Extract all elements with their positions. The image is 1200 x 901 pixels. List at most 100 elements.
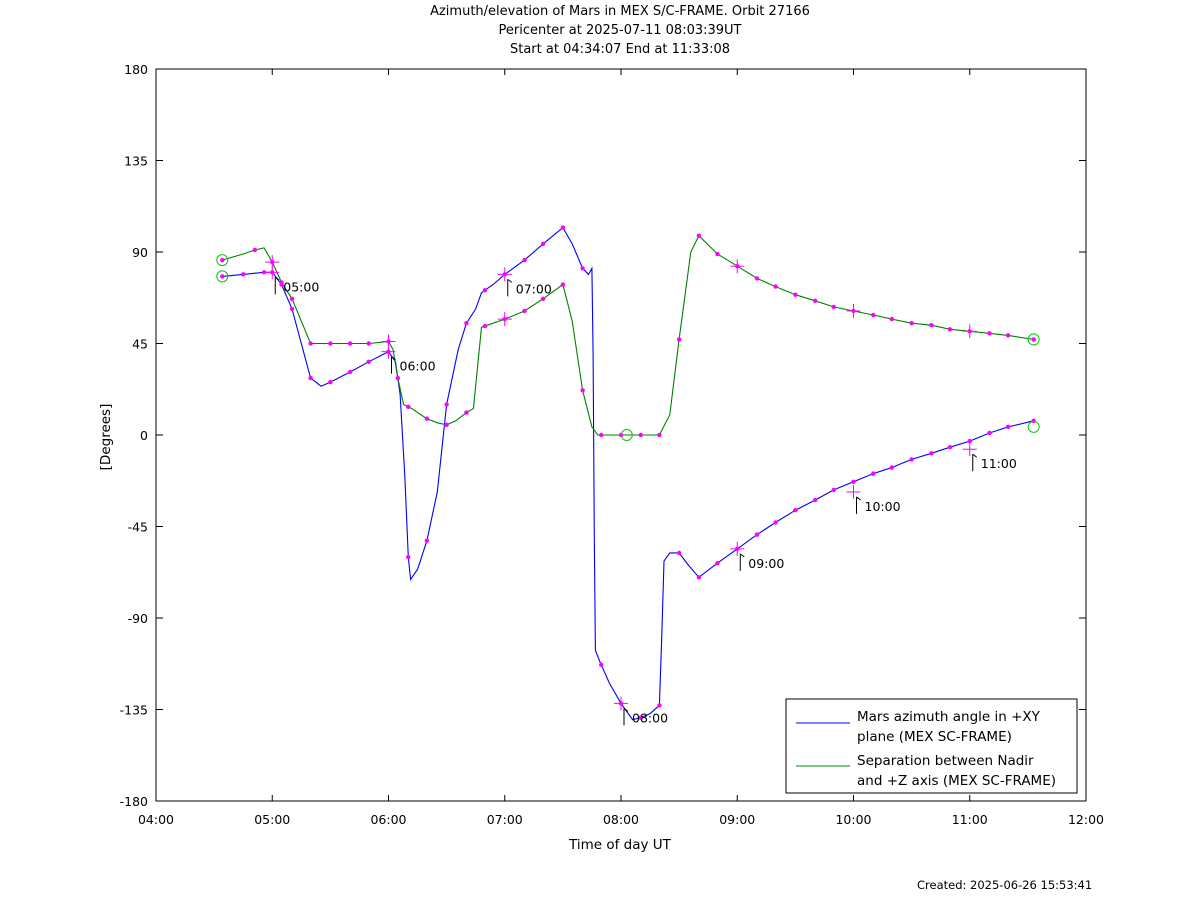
event-circle-marker <box>1027 333 1040 346</box>
data-point-azimuth <box>831 487 836 493</box>
hour-annotation-arrowhead <box>856 496 861 501</box>
data-point-azimuth <box>599 662 604 667</box>
data-point-separation <box>347 341 353 346</box>
data-point-azimuth <box>754 532 760 537</box>
hour-annotation-arrowhead <box>274 276 280 281</box>
data-point-separation <box>328 341 333 346</box>
x-tick-label: 04:00 <box>138 812 174 827</box>
data-point-separation <box>599 432 604 438</box>
data-point-separation <box>220 257 225 263</box>
y-tick-label: -45 <box>128 520 148 535</box>
data-point-separation <box>929 323 934 328</box>
data-point-separation <box>696 233 702 238</box>
data-point-azimuth <box>929 451 934 456</box>
y-tick-label: 135 <box>124 154 148 169</box>
data-point-azimuth <box>560 225 566 230</box>
data-point-azimuth <box>715 560 720 566</box>
data-point-separation <box>793 292 798 297</box>
data-point-azimuth <box>406 554 411 560</box>
data-point-azimuth <box>987 430 992 436</box>
data-point-separation <box>831 304 836 310</box>
data-point-separation <box>580 388 585 393</box>
data-point-azimuth <box>240 272 246 277</box>
event-circle-marker <box>620 429 633 441</box>
hour-annotation-label: 10:00 <box>865 499 901 514</box>
event-circle-marker <box>216 270 229 283</box>
data-point-separation <box>676 337 682 342</box>
hour-annotation-arrowhead <box>739 553 745 558</box>
data-point-separation <box>522 308 527 314</box>
y-axis-label: [Degrees] <box>98 404 114 471</box>
data-point-separation <box>773 284 778 289</box>
data-point-azimuth <box>540 241 546 247</box>
x-tick-label: 06:00 <box>370 812 406 827</box>
data-point-separation <box>812 298 818 303</box>
x-tick-label: 12:00 <box>1068 812 1104 827</box>
x-tick-label: 05:00 <box>254 812 290 827</box>
data-point-azimuth <box>871 471 876 476</box>
y-tick-label: 0 <box>140 428 148 443</box>
hour-annotation-label: 05:00 <box>283 279 319 294</box>
data-point-azimuth <box>347 369 353 375</box>
data-point-separation <box>715 251 720 257</box>
data-point-azimuth <box>522 257 527 263</box>
x-tick-label: 09:00 <box>719 812 755 827</box>
data-point-separation <box>444 422 449 428</box>
chart-title-line-1: Azimuth/elevation of Mars in MEX S/C-FRA… <box>430 4 810 19</box>
data-point-separation <box>909 320 914 326</box>
data-point-azimuth <box>1031 418 1036 423</box>
data-point-azimuth <box>773 520 778 525</box>
data-point-azimuth <box>289 306 295 312</box>
data-point-separation <box>889 316 895 322</box>
y-tick-label: -135 <box>120 703 148 718</box>
legend-label-separation-line-1: Separation between Nadir <box>857 753 1034 769</box>
hour-annotation-arrowhead <box>972 453 978 458</box>
data-point-azimuth <box>261 270 267 275</box>
hour-annotation-arrowhead <box>507 278 513 283</box>
legend: Mars azimuth angle in +XY plane (MEX SC-… <box>785 698 1078 794</box>
hour-annotation-label: 11:00 <box>981 456 1017 471</box>
data-point-azimuth <box>638 715 643 720</box>
data-point-separation <box>540 296 546 301</box>
data-point-separation <box>279 280 284 285</box>
data-point-separation <box>1005 333 1011 338</box>
y-tick-label: -180 <box>120 794 148 809</box>
legend-box <box>785 698 1078 794</box>
data-point-separation <box>657 432 662 438</box>
data-point-azimuth <box>395 375 400 381</box>
data-point-azimuth <box>851 479 856 484</box>
y-tick-label: 90 <box>132 245 148 260</box>
data-point-azimuth <box>482 288 488 293</box>
data-point-azimuth <box>464 320 469 326</box>
data-point-separation <box>560 282 566 287</box>
data-point-separation <box>947 327 953 332</box>
hour-annotation-label: 09:00 <box>748 556 784 571</box>
data-point-separation <box>424 416 430 421</box>
data-point-azimuth <box>328 379 333 385</box>
hour-annotation-arrowhead <box>623 708 629 712</box>
data-point-azimuth <box>889 465 895 470</box>
chart-title-line-2: Pericenter at 2025-07-11 08:03:39UT <box>498 23 742 38</box>
data-point-azimuth <box>308 375 313 381</box>
series-markers <box>216 225 1040 720</box>
data-point-azimuth <box>444 402 449 407</box>
hour-annotation-label: 07:00 <box>516 281 552 296</box>
data-point-azimuth <box>909 457 914 462</box>
event-circle-marker <box>216 254 229 267</box>
hour-annotations: 05:00 06:00 07:00 08:00 09:00 10:00 11:00 <box>274 276 1017 726</box>
data-point-separation <box>366 341 371 346</box>
data-point-separation <box>871 312 876 318</box>
data-point-separation <box>252 247 258 253</box>
y-tick-label: 45 <box>132 337 148 352</box>
chart-title-line-3: Start at 04:34:07 End at 11:33:08 <box>509 42 731 57</box>
data-point-separation <box>754 276 760 281</box>
data-point-azimuth <box>424 538 430 543</box>
data-point-separation <box>1031 337 1036 342</box>
data-point-separation <box>482 323 488 329</box>
data-point-azimuth <box>812 497 818 503</box>
created-timestamp: Created: 2025-06-26 15:53:41 <box>917 878 1093 892</box>
y-tick-label: -90 <box>128 611 148 626</box>
data-point-azimuth <box>676 550 682 556</box>
axis-ticks: 04:00 05:00 06:00 07:00 08:00 09:00 10:00 11:00… <box>120 62 1104 827</box>
